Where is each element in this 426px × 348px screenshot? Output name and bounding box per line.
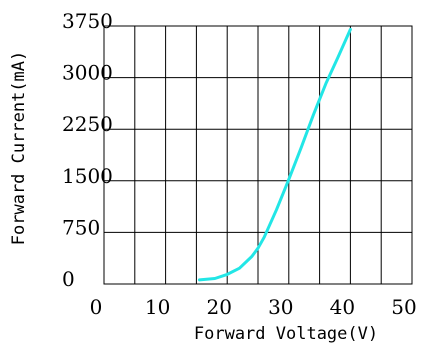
y-tick-label: 3750 <box>62 9 113 33</box>
y-axis-label: Forward Current(mA) <box>9 51 29 245</box>
x-tick-label: 30 <box>268 295 293 319</box>
y-tick-labels: 0 750 1500 2250 3000 3750 <box>62 9 113 291</box>
x-tick-labels: 0 10 20 30 40 50 <box>90 295 417 319</box>
series-layer <box>198 27 352 282</box>
y-tick-label: 1500 <box>62 164 113 188</box>
series-line <box>198 27 352 282</box>
x-tick-label: 10 <box>145 295 170 319</box>
y-tick-label: 2250 <box>62 112 113 136</box>
plot-grid <box>103 25 413 285</box>
x-tick-label: 40 <box>330 295 355 319</box>
x-tick-label: 50 <box>391 295 416 319</box>
x-tick-label: 20 <box>206 295 231 319</box>
y-tick-label: 750 <box>62 215 100 239</box>
y-tick-label: 3000 <box>62 61 113 85</box>
x-tick-label: 0 <box>90 295 103 319</box>
x-axis-label: Forward Voltage(V) <box>194 324 378 344</box>
y-tick-label: 0 <box>62 267 75 291</box>
